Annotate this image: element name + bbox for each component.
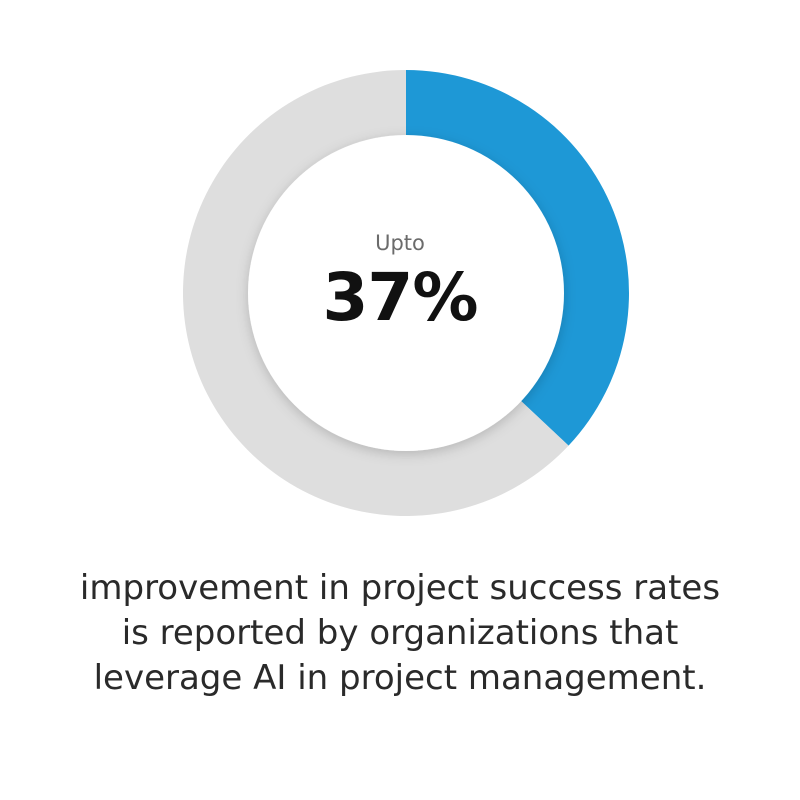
- value-prefix-label: Upto: [375, 231, 425, 255]
- donut-hole: [248, 135, 564, 451]
- caption-line-1: improvement in project success rates: [79, 568, 721, 608]
- caption-line-2: is reported by organizations that: [121, 613, 679, 653]
- caption: improvement in project success rates is …: [0, 566, 800, 701]
- caption-line-3: leverage AI in project management.: [93, 658, 707, 698]
- value-label: 37%: [322, 259, 479, 336]
